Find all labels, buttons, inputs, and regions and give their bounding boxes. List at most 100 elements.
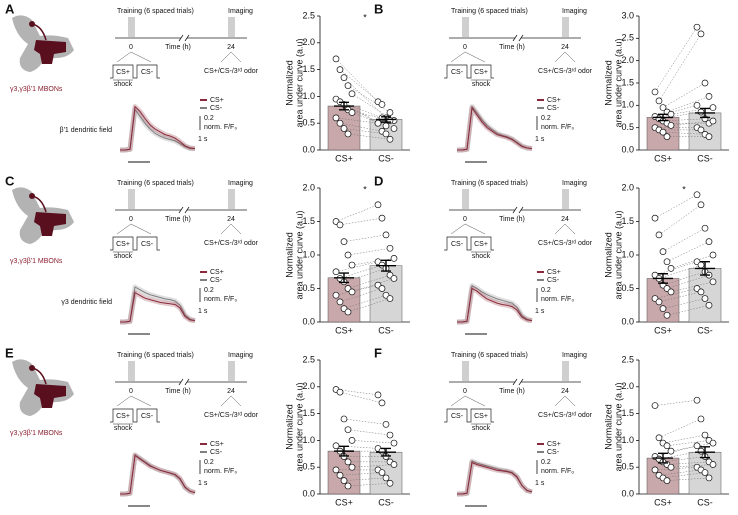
pair-line (658, 33, 702, 101)
time-tick: 0 (129, 216, 133, 223)
y-tick-label: 0.0 (302, 316, 315, 326)
y-tick-label: 0.0 (302, 144, 315, 154)
pair-line (666, 477, 710, 481)
x-tick-label: CS+ (335, 153, 353, 163)
y-tick-label: 2.0 (621, 381, 634, 391)
y-tick-label: 1.0 (621, 249, 634, 259)
trial-pulses (444, 64, 494, 79)
pair-line (335, 204, 379, 222)
mbon (34, 384, 66, 408)
training-block (128, 189, 135, 209)
data-point (390, 439, 398, 447)
trial-odor: CS+ (116, 413, 130, 420)
error-bar (376, 116, 396, 123)
error-bar (334, 101, 354, 111)
data-point (344, 251, 352, 259)
imaging-block (228, 189, 235, 209)
pair-line (335, 261, 379, 272)
data-point (344, 482, 352, 490)
data-point (697, 30, 705, 38)
pair-line (347, 85, 391, 113)
rule (116, 51, 132, 63)
data-point (663, 133, 671, 140)
pair-line (351, 258, 395, 266)
data-point (340, 125, 348, 132)
time-tick: 24 (561, 44, 569, 51)
data-point (697, 288, 705, 296)
rule (178, 206, 184, 214)
scale-y-value: 0.2 (204, 287, 214, 294)
pair-line (335, 389, 379, 396)
pair-line (658, 264, 702, 279)
training-label: Training (6 spaced trials) (451, 352, 528, 359)
y-tick-label: 2.0 (302, 37, 315, 47)
trial-pulses (110, 408, 160, 423)
error-bar (376, 447, 396, 457)
pair-line (662, 227, 706, 252)
y-tick-label: 2.0 (302, 381, 315, 391)
rule (554, 51, 566, 63)
data-point (382, 122, 390, 130)
soma (29, 193, 35, 199)
data-point (651, 88, 659, 96)
data-point (344, 458, 352, 466)
pair-line (658, 204, 702, 236)
panel-letter: F (374, 345, 382, 360)
y-tick-label: 0.5 (621, 283, 634, 293)
x-tick-label: CS+ (654, 497, 672, 507)
data-point (382, 231, 390, 239)
data-point (332, 466, 340, 474)
y-tick-label: 0.5 (621, 122, 634, 132)
pair-line (347, 298, 391, 313)
test-label: CS+/CS-/3ʳᵈ odor (538, 68, 593, 75)
data-point (344, 308, 352, 316)
y-tick-label: 1.0 (302, 91, 315, 101)
time-tick: 0 (463, 388, 467, 395)
y-axis-label: Normalized (603, 404, 613, 450)
data-point (344, 130, 352, 138)
data-point (651, 466, 659, 474)
shock-label: shock (472, 253, 491, 260)
pair-line (658, 469, 702, 476)
rule (116, 223, 132, 235)
y-tick-label: 2.0 (621, 182, 634, 192)
data-point (332, 114, 340, 122)
rule (554, 395, 566, 407)
y-tick-label: 2.5 (302, 10, 315, 20)
imaging-block (228, 17, 235, 37)
y-tick-label: 1.5 (302, 408, 315, 418)
pair-line (339, 122, 383, 132)
pair-line (654, 399, 698, 406)
imaging-label: Imaging (228, 8, 253, 15)
test-label: CS+/CS-/3ʳᵈ odor (538, 412, 593, 419)
test-label: CS+/CS-/3ʳᵈ odor (204, 68, 259, 75)
trace-sem (120, 453, 196, 497)
pair-line (339, 264, 383, 279)
test-label: CS+/CS-/3ʳᵈ odor (204, 412, 259, 419)
y-tick-label: 2.0 (621, 55, 634, 65)
rule (464, 395, 486, 407)
rule (512, 378, 518, 386)
panel-letter: A (5, 1, 15, 16)
y-tick-label: 0.0 (302, 488, 315, 498)
legend-label: CS- (210, 449, 223, 456)
data-point (693, 23, 701, 31)
data-point (705, 238, 713, 245)
data-point (390, 461, 398, 468)
data-point (382, 474, 390, 482)
data-point (386, 135, 394, 143)
rule (564, 51, 576, 63)
x-tick-label: CS+ (654, 153, 672, 163)
data-point (701, 431, 709, 439)
error-bar (376, 259, 396, 272)
pair-line (347, 483, 391, 487)
data-point (340, 415, 348, 423)
pair-line (654, 194, 698, 219)
x-tick-label: CS- (697, 497, 713, 507)
time-label: Time (h) (165, 216, 191, 223)
data-point (655, 97, 663, 105)
pair-line (662, 434, 706, 444)
shock-label: shock (114, 425, 133, 432)
shock-label: shock (114, 81, 133, 88)
data-point (655, 231, 663, 239)
